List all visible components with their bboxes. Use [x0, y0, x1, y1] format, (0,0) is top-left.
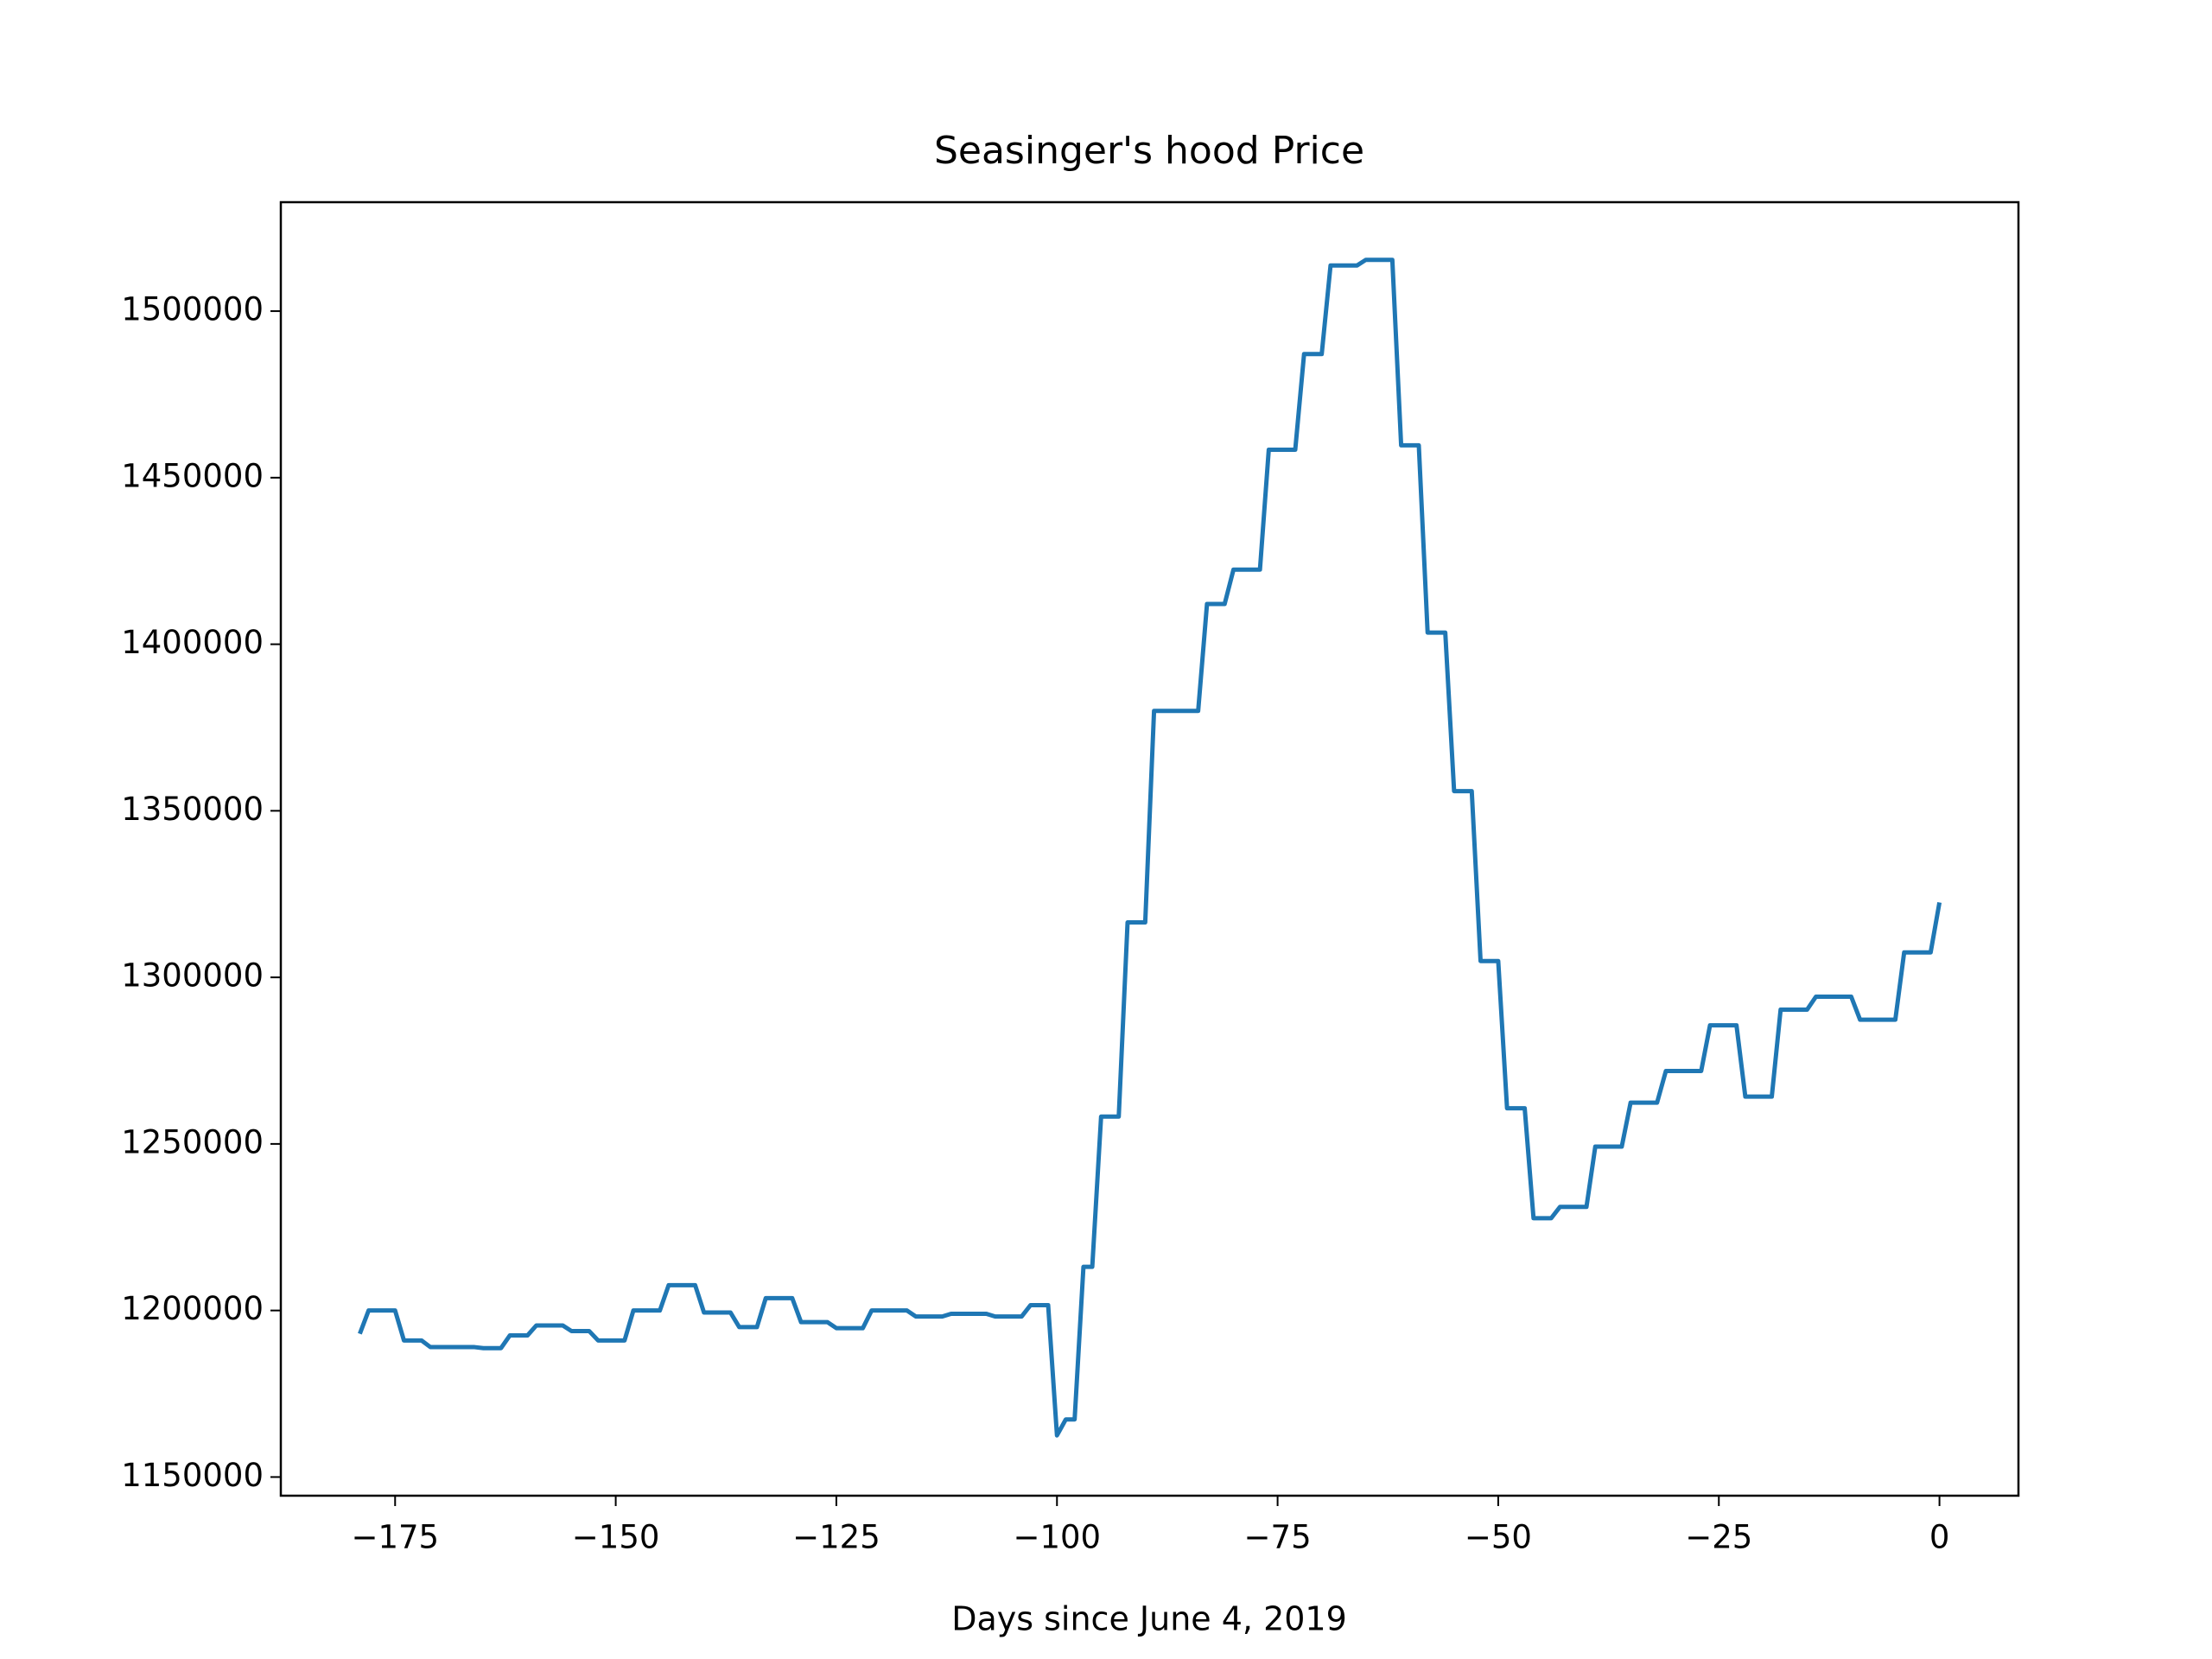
y-tick-label: 1300000 — [121, 957, 264, 995]
x-tick-label: −25 — [1685, 1519, 1752, 1556]
y-tick-label: 1200000 — [121, 1290, 264, 1327]
y-tick-label: 1500000 — [121, 291, 264, 328]
y-tick-label: 1450000 — [121, 457, 264, 494]
x-axis-label: Days since June 4, 2019 — [951, 1600, 1347, 1638]
x-tick-label: −150 — [572, 1519, 660, 1556]
x-tick-label: −100 — [1013, 1519, 1101, 1556]
plot-frame — [279, 200, 2020, 1497]
x-tick-label: −50 — [1465, 1519, 1532, 1556]
x-tick-label: −75 — [1244, 1519, 1312, 1556]
x-tick-label: −175 — [351, 1519, 439, 1556]
data-line — [358, 257, 1942, 1438]
y-tick-label: 1400000 — [121, 624, 264, 661]
x-tick-label: −125 — [792, 1519, 880, 1556]
y-tick-label: 1250000 — [121, 1123, 264, 1160]
y-tick-label: 1150000 — [121, 1457, 264, 1494]
chart-title: Seasinger's hood Price — [934, 129, 1364, 173]
x-tick-label: 0 — [1929, 1519, 1950, 1556]
y-tick-label: 1350000 — [121, 791, 264, 828]
